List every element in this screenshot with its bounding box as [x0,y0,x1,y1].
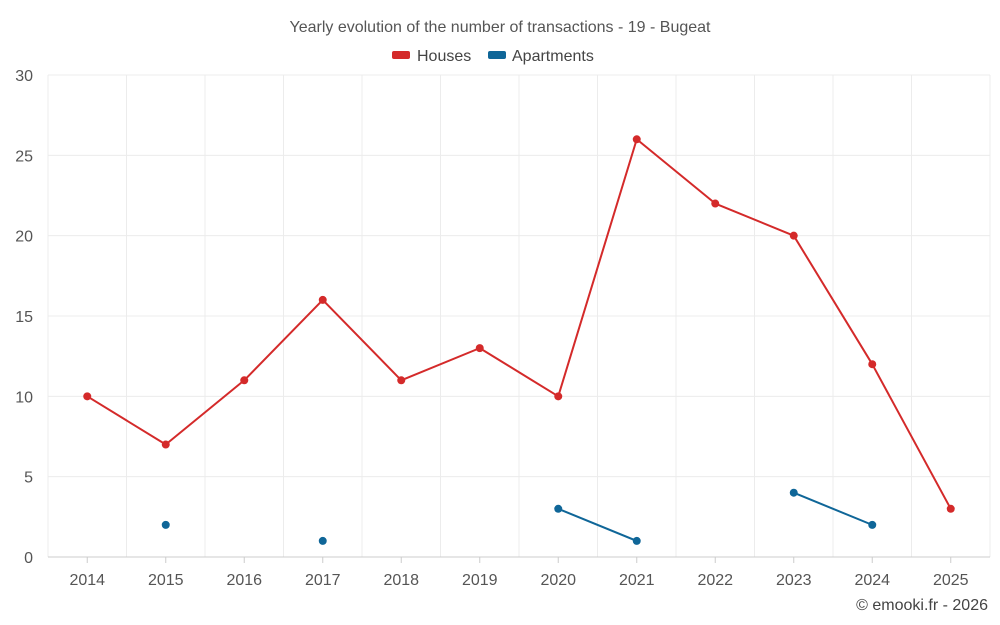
x-tick-label: 2017 [305,572,341,589]
data-point-houses[interactable] [83,392,91,400]
y-tick-label: 5 [24,470,33,487]
data-point-houses[interactable] [633,135,641,143]
chart-title: Yearly evolution of the number of transa… [290,19,712,36]
x-tick-label: 2023 [776,572,812,589]
data-point-apartments[interactable] [633,537,641,545]
y-tick-label: 25 [15,148,33,165]
data-point-houses[interactable] [947,505,955,513]
data-point-houses[interactable] [868,360,876,368]
legend: Houses Apartments [392,48,594,65]
data-point-houses[interactable] [397,376,405,384]
legend-swatch-houses [392,51,410,59]
legend-item-apartments[interactable]: Apartments [488,48,594,65]
data-point-houses[interactable] [319,296,327,304]
x-tick-label: 2022 [697,572,733,589]
credit-text: © emooki.fr - 2026 [856,597,988,614]
x-tick-label: 2016 [226,572,262,589]
y-tick-label: 10 [15,389,33,406]
y-tick-label: 0 [24,550,33,567]
data-point-apartments[interactable] [319,537,327,545]
data-point-houses[interactable] [162,441,170,449]
data-point-houses[interactable] [240,376,248,384]
x-tick-label: 2014 [69,572,105,589]
x-tick-label: 2021 [619,572,655,589]
legend-swatch-apartments [488,51,506,59]
x-tick-label: 2015 [148,572,184,589]
data-point-apartments[interactable] [868,521,876,529]
x-tick-label: 2019 [462,572,498,589]
data-point-houses[interactable] [790,232,798,240]
data-point-houses[interactable] [711,200,719,208]
x-tick-label: 2020 [540,572,576,589]
data-point-houses[interactable] [476,344,484,352]
line-chart: Yearly evolution of the number of transa… [0,0,1000,625]
x-tick-label: 2025 [933,572,969,589]
chart-container: Yearly evolution of the number of transa… [0,0,1000,625]
legend-label-apartments: Apartments [512,48,594,65]
x-tick-label: 2018 [383,572,419,589]
y-tick-label: 30 [15,68,33,85]
x-tick-label: 2024 [854,572,890,589]
grid [48,75,990,557]
data-point-apartments[interactable] [162,521,170,529]
y-tick-label: 15 [15,309,33,326]
legend-label-houses: Houses [417,48,471,65]
data-point-houses[interactable] [554,392,562,400]
data-point-apartments[interactable] [554,505,562,513]
y-tick-label: 20 [15,229,33,246]
data-point-apartments[interactable] [790,489,798,497]
legend-item-houses[interactable]: Houses [392,48,471,65]
